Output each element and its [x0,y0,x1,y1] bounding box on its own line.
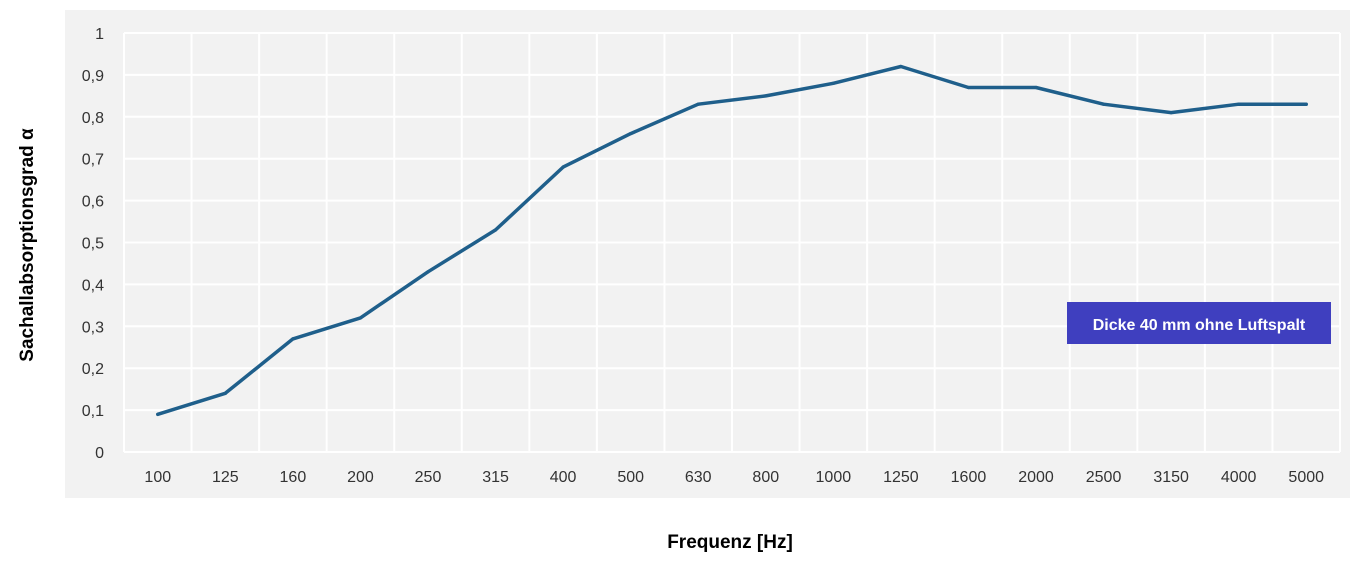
x-tick-label: 1250 [883,469,919,486]
y-tick-label: 0,3 [82,319,104,336]
x-tick-label: 315 [482,469,509,486]
data-point [223,391,227,395]
data-point [291,337,295,341]
data-point [764,94,768,98]
y-tick-label: 0 [95,445,104,462]
x-tick-label: 2000 [1018,469,1054,486]
legend-annotation-text: Dicke 40 mm ohne Luftspalt [1093,317,1306,334]
x-tick-label: 630 [685,469,712,486]
data-point [1169,111,1173,115]
x-tick-label: 125 [212,469,239,486]
x-tick-label: 2500 [1086,469,1122,486]
series-line [156,64,1308,417]
data-point [426,270,430,274]
data-point [966,85,971,90]
data-point [629,131,633,136]
y-tick-label: 0,4 [82,277,104,294]
y-tick-label: 0,1 [82,403,104,420]
data-point [156,412,160,416]
y-axis-title: Sachallabsorptionsgrad α [17,128,38,362]
data-point [696,102,700,106]
x-tick-label: 3150 [1153,469,1189,486]
data-point [831,81,835,85]
x-tick-label: 200 [347,469,374,486]
y-tick-label: 1 [95,26,104,43]
x-tick-label: 1600 [951,469,987,486]
x-tick-label: 4000 [1221,469,1257,486]
legend-annotation-box [1067,302,1331,344]
plot-background [65,10,1350,498]
x-tick-label: 250 [415,469,442,486]
data-point [561,165,565,169]
x-tick-label: 5000 [1288,469,1324,486]
x-tick-label: 400 [550,469,577,486]
y-axis-title-container: Sachallabsorptionsgrad α [8,10,48,480]
x-tick-label: 800 [752,469,779,486]
data-point [1237,102,1241,106]
data-point [1101,102,1106,106]
y-tick-label: 0,7 [82,152,104,169]
data-point [899,64,903,69]
x-tick-label: 160 [280,469,307,486]
data-point [493,228,498,232]
y-tick-label: 0,9 [82,68,104,85]
y-tick-label: 0,6 [82,194,104,211]
x-axis-title: Frequenz [Hz] [667,532,793,553]
x-tick-label: 1000 [816,469,852,486]
x-tick-label: 100 [144,469,171,486]
y-tick-label: 0,2 [82,361,104,378]
y-tick-label: 0,8 [82,110,104,127]
y-tick-label: 0,5 [82,236,104,253]
data-point [358,316,363,320]
data-point [1304,102,1308,106]
data-point [1034,85,1038,90]
x-tick-label: 500 [617,469,644,486]
